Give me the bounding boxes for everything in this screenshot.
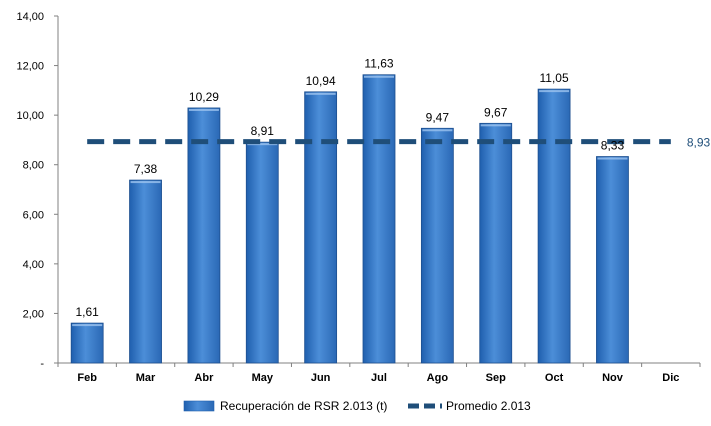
bar [420,127,454,364]
x-tick-label: Mar [136,372,156,384]
y-tick-label: 4,00 [23,259,44,271]
y-tick-label: 2,00 [23,308,44,320]
bar-highlight [364,75,394,78]
bar-data-label: 8,33 [601,139,625,153]
bar [129,179,162,364]
bar-data-label: 10,29 [189,90,219,104]
y-axis: - 2,00 4,00 6,00 8,00 10,00 12,00 14,00 [16,11,59,370]
x-axis: Feb Mar Abr May Jun Jul Ago Sep Oct Nov Dic [57,362,701,384]
average-value-label: 8,93 [687,136,711,150]
average-line-series: 8,93 [87,136,710,150]
legend-bar-label: Recuperación de RSR 2.013 (t) [220,399,387,413]
bar-highlight [72,324,103,327]
x-tick-label: Nov [602,372,624,384]
x-tick-label: May [252,372,274,384]
bar-data-label: 10,94 [306,74,336,88]
x-tick-label: Abr [194,372,214,384]
x-tick-label: Oct [545,372,564,384]
bar-highlight [422,129,453,132]
y-tick-label: 6,00 [23,209,44,221]
bar-series [70,74,629,364]
y-tick-label: 10,00 [16,110,44,122]
x-tick-label: Sep [486,372,506,384]
bar-highlight [247,143,278,146]
bar-data-label: 7,38 [134,162,158,176]
legend-average-label: Promedio 2.013 [446,399,531,413]
bar [245,141,279,364]
bar-highlight [305,92,336,95]
x-tick-label: Jun [311,372,331,384]
y-tick-label: - [40,358,44,370]
bar [596,156,629,364]
bar-highlight [539,90,570,93]
bar-data-label: 9,47 [426,110,450,124]
bar [362,74,396,364]
bar [70,322,104,364]
bar-highlight [597,157,628,160]
y-tick-label: 14,00 [16,11,44,23]
bar-highlight [188,108,219,111]
x-tick-label: Jul [371,372,387,384]
data-labels: 1,61 7,38 10,29 8,91 10,94 11,63 9,47 9,67 11,05… [76,57,625,319]
bar [479,122,513,364]
bar-highlight [480,124,511,127]
x-tick-label: Dic [662,372,679,384]
bar-highlight [130,181,161,184]
x-tick-label: Feb [77,372,97,384]
bar-data-label: 9,67 [484,105,508,119]
legend: Recuperación de RSR 2.013 (t) Promedio 2… [183,399,531,413]
bar [187,107,221,364]
y-tick-label: 12,00 [16,61,44,73]
y-tick-label: 8,00 [23,160,44,172]
bar-data-label: 11,05 [540,71,569,85]
bar-data-label: 11,63 [364,57,393,71]
bar [304,91,338,364]
legend-bar-swatch [183,400,215,412]
bar-data-label: 1,61 [76,305,100,319]
bar-data-label: 8,91 [251,124,275,138]
bar [537,88,571,364]
x-tick-label: Ago [427,372,449,384]
